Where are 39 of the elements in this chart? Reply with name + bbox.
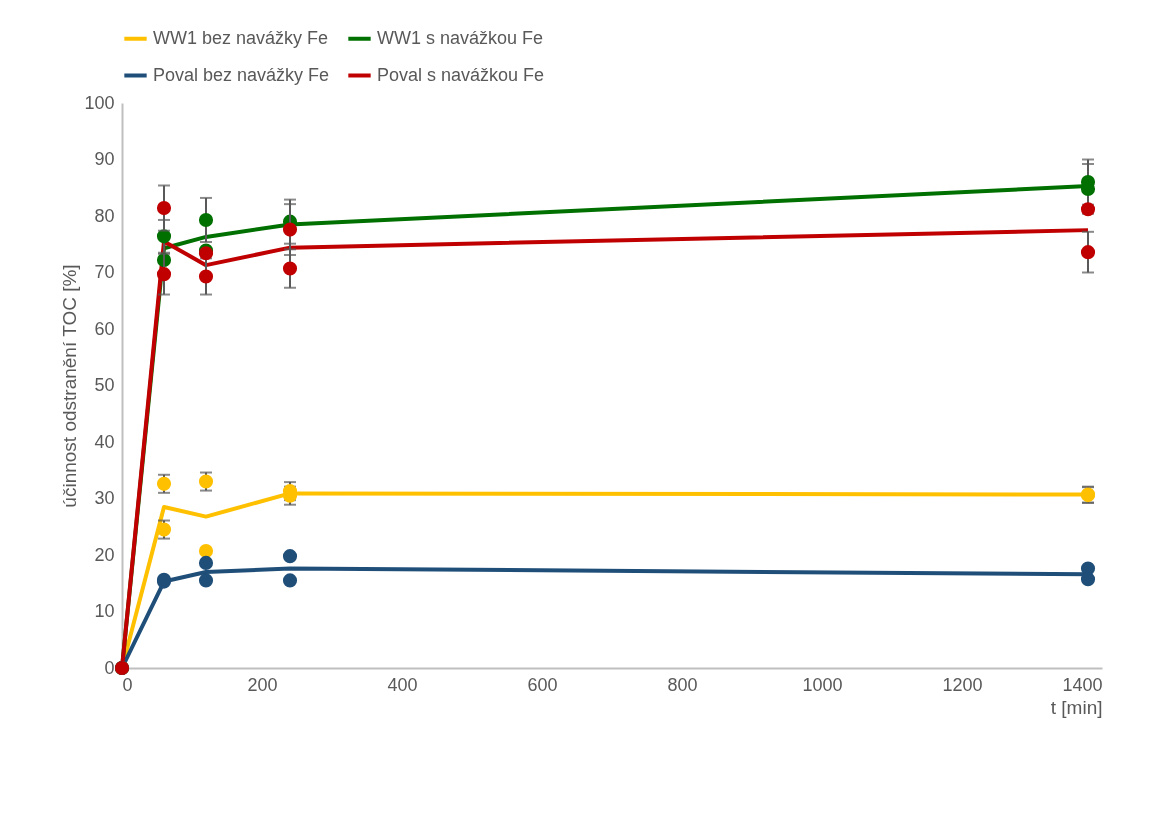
legend-label: Poval bez navážky Fe <box>153 64 330 85</box>
point <box>198 555 214 570</box>
y-tick-label: 0 <box>104 657 115 678</box>
legend-label: WW1 s navážkou Fe <box>377 27 544 48</box>
point <box>198 573 214 588</box>
y-tick-label: 10 <box>94 601 115 621</box>
point <box>282 222 298 237</box>
y-tick-label: 30 <box>94 488 115 508</box>
point <box>282 261 298 276</box>
x-tick-label: 0 <box>122 674 133 695</box>
point <box>198 543 214 559</box>
x-axis-title: t [min] <box>1050 696 1103 718</box>
legend-label: WW1 bez navážky Fe <box>153 27 329 48</box>
y-tick-label: 60 <box>94 318 115 339</box>
point <box>156 267 172 282</box>
y-tick-label: 40 <box>94 431 115 452</box>
point <box>1080 572 1096 587</box>
x-tick-label: 400 <box>387 674 418 695</box>
x-tick-label: 1200 <box>942 674 983 695</box>
point <box>198 212 214 228</box>
x-tick-label: 1000 <box>802 674 843 695</box>
point <box>282 549 298 564</box>
y-axis-title: účinnost odstranění TOC [%] <box>59 264 81 508</box>
x-tick-label: 200 <box>247 674 278 695</box>
y-tick-label: 90 <box>94 149 115 169</box>
y-tick-label: 50 <box>94 375 115 395</box>
y-tick-label: 70 <box>94 262 115 282</box>
point <box>198 269 214 284</box>
x-tick-label: 1400 <box>1062 674 1103 695</box>
x-tick-label: 600 <box>527 674 558 695</box>
legend-label: Poval s navážkou Fe <box>377 64 545 85</box>
point <box>282 573 298 588</box>
y-tick-label: 20 <box>94 544 115 565</box>
y-tick-label: 100 <box>84 92 115 113</box>
x-tick-label: 800 <box>667 674 698 695</box>
point <box>1080 245 1096 260</box>
point <box>1080 202 1096 217</box>
point <box>156 201 172 216</box>
y-tick-label: 80 <box>94 205 115 226</box>
